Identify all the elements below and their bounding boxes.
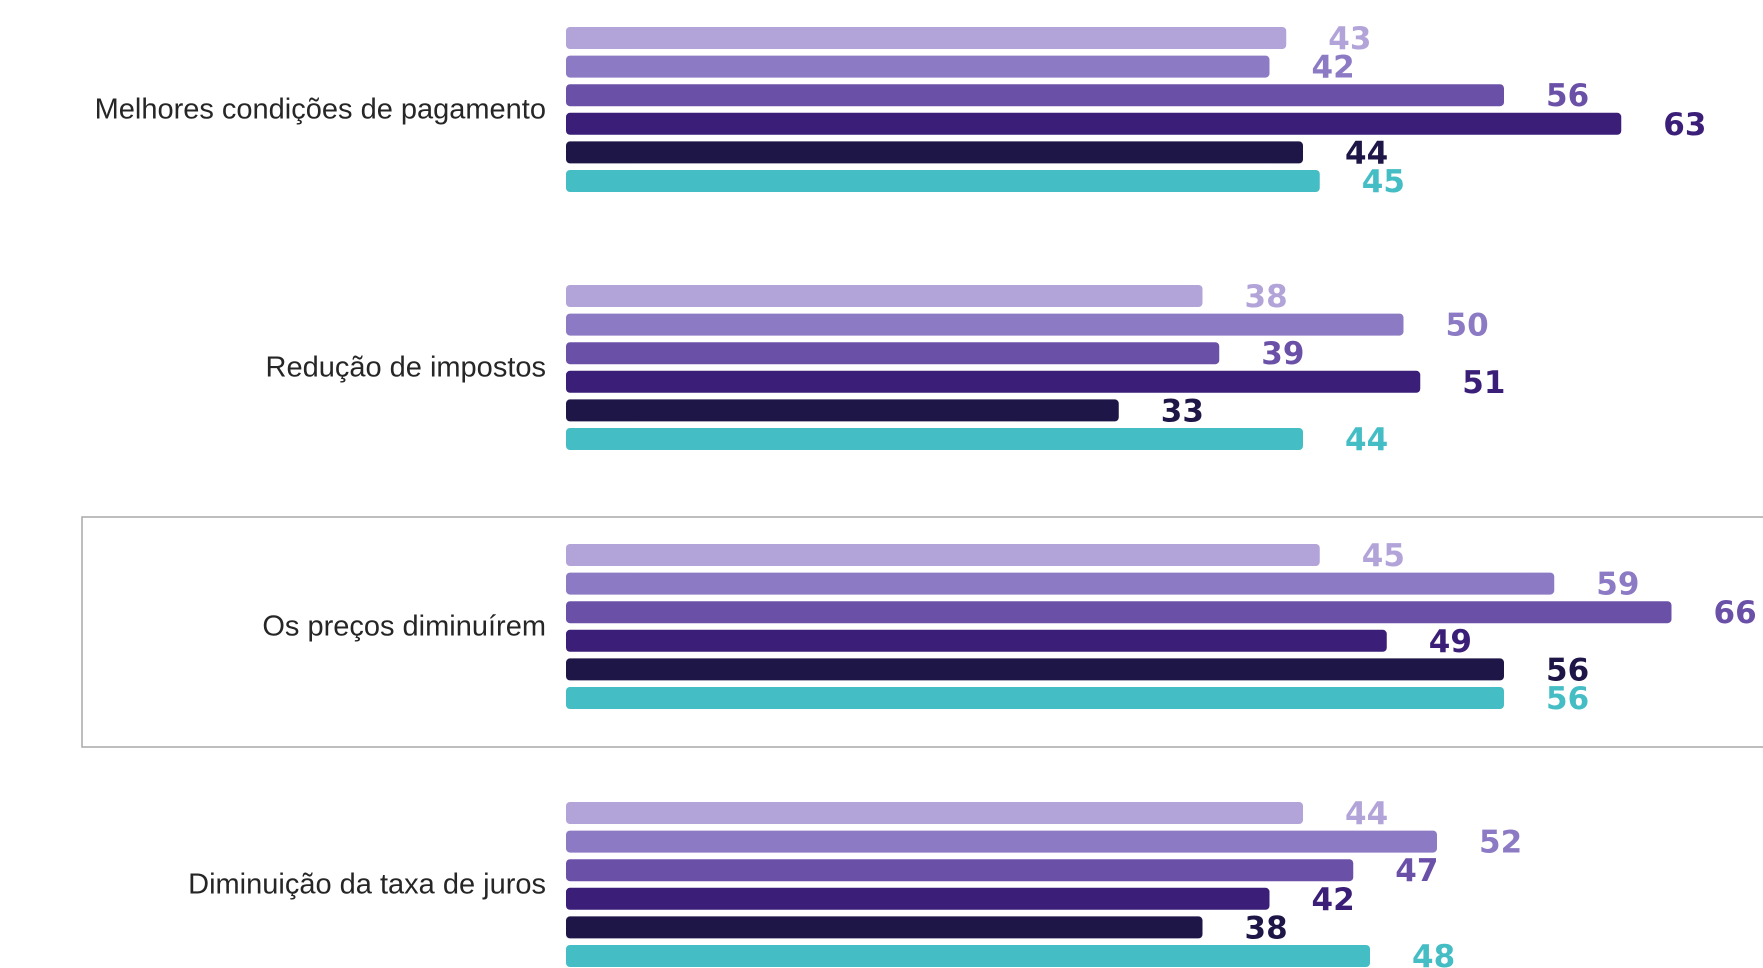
- bar: [566, 887, 1270, 910]
- value-label: 39: [1261, 336, 1304, 372]
- value-label: 44: [1345, 135, 1388, 171]
- value-label: 45: [1362, 538, 1405, 574]
- value-label: 49: [1429, 624, 1472, 660]
- bar: [566, 170, 1320, 192]
- bar: [566, 112, 1622, 135]
- bar: [566, 285, 1203, 307]
- category-label: Melhores condições de pagamento: [95, 94, 546, 126]
- bar: [566, 141, 1303, 164]
- value-label: 51: [1462, 365, 1505, 401]
- value-label: 43: [1328, 21, 1371, 57]
- highlight-box: [81, 516, 1763, 748]
- value-label: 52: [1479, 825, 1522, 861]
- value-label: 38: [1245, 910, 1288, 946]
- value-label: 56: [1546, 681, 1589, 717]
- bar: [566, 687, 1504, 709]
- bar: [566, 313, 1404, 336]
- bar: [566, 84, 1504, 107]
- bar: [566, 370, 1421, 393]
- value-label: 44: [1345, 422, 1388, 458]
- value-label: 48: [1412, 939, 1455, 968]
- value-label: 66: [1714, 595, 1757, 631]
- bar: [566, 802, 1303, 824]
- value-label: 47: [1395, 853, 1438, 889]
- bar: [566, 428, 1303, 450]
- bar: [566, 544, 1320, 566]
- value-label: 42: [1312, 50, 1355, 86]
- value-label: 50: [1446, 308, 1489, 344]
- value-label: 56: [1546, 78, 1589, 114]
- category-label: Redução de impostos: [266, 352, 547, 384]
- category-label: Os preços diminuírem: [262, 611, 546, 643]
- bar: [566, 945, 1370, 967]
- bar: [566, 629, 1387, 652]
- bar: [566, 830, 1437, 853]
- bar: [566, 55, 1270, 78]
- bar: [566, 601, 1672, 624]
- value-label: 63: [1663, 107, 1706, 143]
- bar: [566, 572, 1555, 595]
- bar: [566, 916, 1203, 939]
- value-label: 59: [1596, 567, 1639, 603]
- value-label: 38: [1245, 279, 1288, 315]
- category-label: Diminuição da taxa de juros: [188, 869, 546, 901]
- value-label: 33: [1161, 393, 1204, 429]
- bar: [566, 658, 1504, 681]
- bar: [566, 27, 1287, 49]
- bar: [566, 859, 1354, 882]
- bar: [566, 342, 1220, 365]
- value-label: 44: [1345, 796, 1388, 832]
- value-label: 42: [1312, 882, 1355, 918]
- value-label: 45: [1362, 164, 1405, 200]
- bar: [566, 399, 1119, 422]
- value-label: 56: [1546, 652, 1589, 688]
